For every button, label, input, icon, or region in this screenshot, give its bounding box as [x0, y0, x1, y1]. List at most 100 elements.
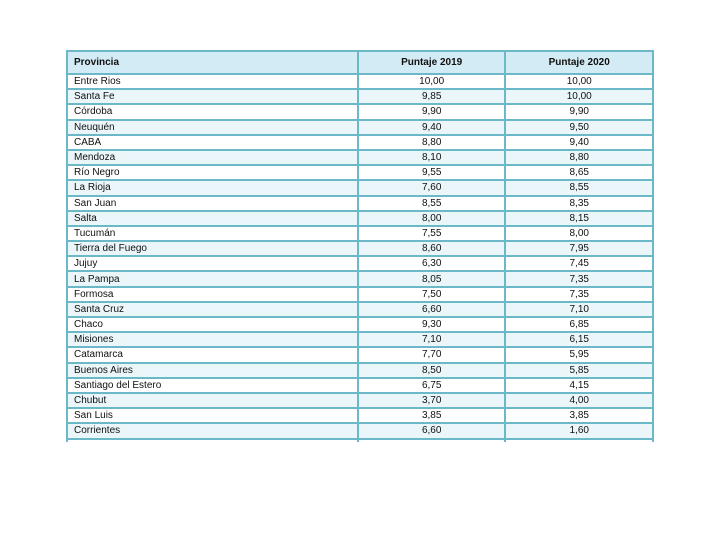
cell-puntaje-2020: 10,00 — [504, 72, 654, 91]
cell-provincia: San Luis — [66, 407, 359, 425]
table-row: La Pampa 8,05 7,35 — [66, 270, 654, 288]
cell-puntaje-2019: 8,55 — [356, 194, 507, 212]
table-row: Córdoba 9,90 9,90 — [66, 103, 654, 121]
cell-puntaje-2019: 7,55 — [356, 224, 507, 243]
cell-puntaje-2020: 8,65 — [504, 164, 654, 182]
cell-provincia: Catamarca — [66, 346, 359, 364]
cell-puntaje-2020: 3,85 — [504, 407, 654, 425]
table-row: Jujuy 6,30 7,45 — [66, 255, 654, 273]
cell-puntaje-2019: 8,10 — [356, 148, 507, 167]
table-row: San Juan 8,55 8,35 — [66, 194, 654, 212]
cell-provincia: Chubut — [66, 391, 359, 410]
cell-puntaje-2020: 4,00 — [504, 391, 654, 410]
cell-puntaje-2019: 6,60 — [356, 300, 507, 319]
table-row: Chaco 9,30 6,85 — [66, 315, 654, 334]
table-row: CABA 8,80 9,40 — [66, 133, 654, 151]
cell-provincia: Tierra del Fuego — [66, 240, 359, 258]
empty-cell — [356, 437, 507, 442]
cell-puntaje-2019: 10,00 — [356, 72, 507, 91]
cell-provincia: Neuquén — [66, 118, 359, 136]
cell-puntaje-2019: 6,75 — [356, 376, 507, 394]
cell-puntaje-2020: 8,55 — [504, 179, 654, 197]
header-row: Provincia Puntaje 2019 Puntaje 2020 — [66, 50, 654, 75]
cell-puntaje-2019: 3,85 — [356, 407, 507, 425]
header-provincia: Provincia — [66, 50, 359, 75]
table-row: Santa Fe 9,85 10,00 — [66, 88, 654, 106]
cell-puntaje-2020: 7,10 — [504, 300, 654, 319]
cell-puntaje-2019: 7,70 — [356, 346, 507, 364]
cell-puntaje-2019: 7,10 — [356, 331, 507, 349]
table-row: La Rioja 7,60 8,55 — [66, 179, 654, 197]
empty-cell — [66, 437, 359, 442]
table-row: San Luis 3,85 3,85 — [66, 407, 654, 425]
cell-puntaje-2019: 8,05 — [356, 270, 507, 288]
cell-puntaje-2020: 9,50 — [504, 118, 654, 136]
cell-puntaje-2020: 8,00 — [504, 224, 654, 243]
cell-provincia: Jujuy — [66, 255, 359, 273]
cell-puntaje-2020: 10,00 — [504, 88, 654, 106]
cell-puntaje-2020: 8,15 — [504, 209, 654, 227]
cell-puntaje-2020: 9,90 — [504, 103, 654, 121]
table-row: Río Negro 9,55 8,65 — [66, 164, 654, 182]
scores-table: Provincia Puntaje 2019 Puntaje 2020 Entr… — [66, 50, 654, 442]
cell-puntaje-2019: 9,30 — [356, 315, 507, 334]
cell-puntaje-2020: 8,35 — [504, 194, 654, 212]
table-row: Formosa 7,50 7,35 — [66, 285, 654, 303]
cell-provincia: Santa Fe — [66, 88, 359, 106]
table-row: Buenos Aires 8,50 5,85 — [66, 361, 654, 379]
empty-cell — [504, 437, 654, 442]
cell-puntaje-2019: 6,30 — [356, 255, 507, 273]
cell-puntaje-2020: 1,60 — [504, 422, 654, 440]
table-row: Tierra del Fuego 8,60 7,95 — [66, 240, 654, 258]
cell-puntaje-2019: 7,60 — [356, 179, 507, 197]
cell-puntaje-2020: 7,95 — [504, 240, 654, 258]
cell-provincia: Misiones — [66, 331, 359, 349]
cell-puntaje-2020: 5,95 — [504, 346, 654, 364]
table-row: Salta 8,00 8,15 — [66, 209, 654, 227]
cell-provincia: Formosa — [66, 285, 359, 303]
table-row-cut-off — [66, 437, 654, 442]
cell-puntaje-2020: 4,15 — [504, 376, 654, 394]
cell-puntaje-2019: 9,55 — [356, 164, 507, 182]
cell-puntaje-2019: 8,50 — [356, 361, 507, 379]
cell-puntaje-2020: 7,35 — [504, 270, 654, 288]
table-row: Catamarca 7,70 5,95 — [66, 346, 654, 364]
header-puntaje-2020: Puntaje 2020 — [504, 50, 654, 75]
table-row: Misiones 7,10 6,15 — [66, 331, 654, 349]
cell-provincia: Santa Cruz — [66, 300, 359, 319]
cell-puntaje-2020: 9,40 — [504, 133, 654, 151]
cell-provincia: La Rioja — [66, 179, 359, 197]
cell-provincia: Salta — [66, 209, 359, 227]
cell-provincia: Buenos Aires — [66, 361, 359, 379]
table-row: Corrientes 6,60 1,60 — [66, 422, 654, 440]
cell-puntaje-2019: 9,85 — [356, 88, 507, 106]
table-row: Chubut 3,70 4,00 — [66, 391, 654, 410]
cell-puntaje-2019: 7,50 — [356, 285, 507, 303]
cell-provincia: CABA — [66, 133, 359, 151]
cell-puntaje-2020: 8,80 — [504, 148, 654, 167]
cell-provincia: San Juan — [66, 194, 359, 212]
header-puntaje-2019: Puntaje 2019 — [356, 50, 507, 75]
table-row: Tucumán 7,55 8,00 — [66, 224, 654, 243]
cell-puntaje-2019: 3,70 — [356, 391, 507, 410]
cell-puntaje-2020: 5,85 — [504, 361, 654, 379]
cell-provincia: Córdoba — [66, 103, 359, 121]
cell-puntaje-2019: 8,80 — [356, 133, 507, 151]
cell-provincia: Río Negro — [66, 164, 359, 182]
cell-provincia: Mendoza — [66, 148, 359, 167]
table-row: Entre Rios 10,00 10,00 — [66, 72, 654, 91]
cell-provincia: La Pampa — [66, 270, 359, 288]
table-row: Santa Cruz 6,60 7,10 — [66, 300, 654, 319]
cell-puntaje-2020: 6,15 — [504, 331, 654, 349]
table-row: Mendoza 8,10 8,80 — [66, 148, 654, 167]
table-row: Neuquén 9,40 9,50 — [66, 118, 654, 136]
cell-provincia: Corrientes — [66, 422, 359, 440]
cell-provincia: Santiago del Estero — [66, 376, 359, 394]
cell-provincia: Tucumán — [66, 224, 359, 243]
cell-puntaje-2019: 9,40 — [356, 118, 507, 136]
cell-puntaje-2019: 6,60 — [356, 422, 507, 440]
cell-puntaje-2020: 7,35 — [504, 285, 654, 303]
cell-puntaje-2019: 8,60 — [356, 240, 507, 258]
table-row: Santiago del Estero 6,75 4,15 — [66, 376, 654, 394]
cell-puntaje-2019: 9,90 — [356, 103, 507, 121]
